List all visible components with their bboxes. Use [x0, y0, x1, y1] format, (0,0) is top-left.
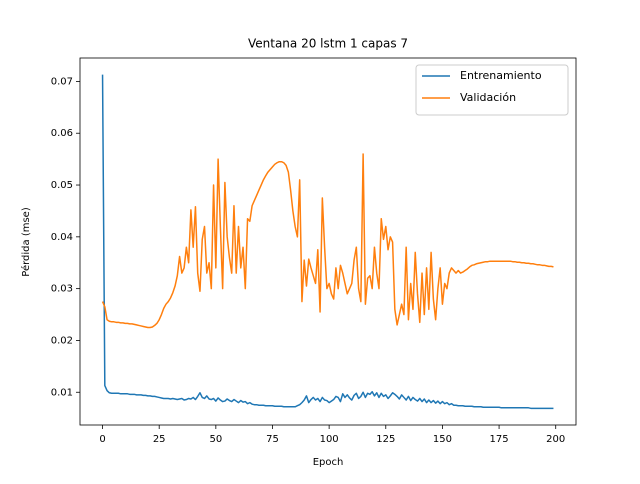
- x-tick-label: 25: [153, 434, 166, 445]
- legend-box: [415, 64, 569, 116]
- x-tick-label: 75: [266, 434, 279, 445]
- series-line: [101, 153, 554, 329]
- y-tick-label: 0.03: [51, 284, 73, 295]
- legend-label: Entrenamiento: [460, 69, 542, 82]
- x-tick-label: 175: [490, 434, 509, 445]
- x-tick-label: 200: [546, 434, 565, 445]
- y-axis-label: Pérdida (mse): [20, 207, 32, 277]
- x-tick-label: 50: [209, 434, 222, 445]
- legend-label: Validación: [460, 91, 516, 104]
- x-tick-label: 0: [99, 434, 105, 445]
- x-tick-label: 100: [320, 434, 339, 445]
- y-tick-label: 0.01: [51, 387, 73, 398]
- series-line: [101, 74, 554, 410]
- x-tick-label: 150: [433, 434, 452, 445]
- y-tick-label: 0.04: [51, 232, 73, 243]
- x-tick-label: 125: [376, 434, 395, 445]
- y-tick-label: 0.06: [51, 128, 73, 139]
- y-tick-label: 0.05: [51, 180, 73, 191]
- y-tick-label: 0.07: [51, 76, 73, 87]
- x-axis-label: Epoch: [313, 457, 344, 468]
- y-tick-label: 0.02: [51, 335, 73, 346]
- chart-title: Ventana 20 lstm 1 capas 7: [248, 37, 408, 51]
- plot-frame: [79, 57, 577, 426]
